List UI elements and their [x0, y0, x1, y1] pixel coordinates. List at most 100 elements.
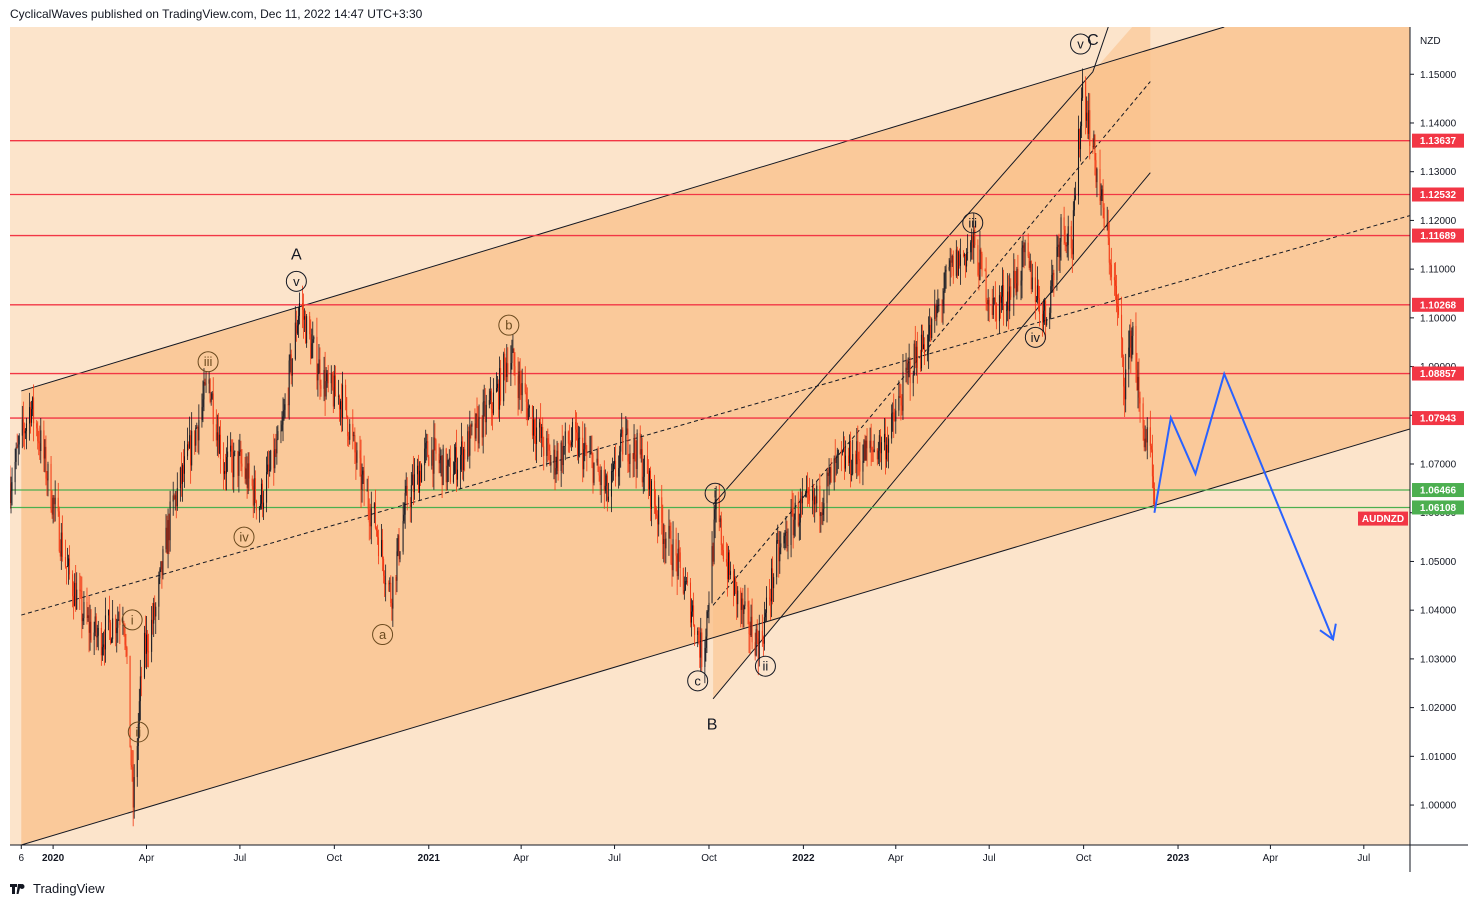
- candle-body: [1081, 97, 1083, 127]
- candle-body: [232, 455, 234, 478]
- candle-body: [176, 488, 178, 507]
- candle-body: [360, 458, 362, 491]
- candle: [425, 429, 427, 464]
- candle-body: [701, 632, 703, 667]
- candle-body: [991, 305, 993, 315]
- candle-body: [125, 644, 127, 648]
- candle: [413, 458, 415, 500]
- candle: [59, 539, 61, 562]
- candle: [691, 598, 693, 637]
- candle-body: [1123, 356, 1125, 387]
- candle-body: [1043, 310, 1045, 323]
- candle: [525, 384, 527, 421]
- candle: [481, 415, 483, 446]
- candle: [526, 387, 528, 426]
- candle: [955, 240, 957, 278]
- candle-body: [627, 428, 629, 462]
- candle: [355, 441, 357, 480]
- candle-body: [570, 442, 572, 446]
- candle: [670, 522, 672, 565]
- candle-body: [1079, 129, 1081, 150]
- candle-body: [915, 346, 917, 363]
- candle-body: [814, 496, 816, 505]
- price-tick-label: 1.10000: [1420, 313, 1457, 324]
- candle-body: [657, 515, 659, 525]
- candle: [60, 523, 62, 570]
- candle: [809, 477, 811, 508]
- candle: [779, 531, 781, 574]
- candle: [447, 459, 449, 482]
- candle: [665, 532, 667, 564]
- candle: [570, 427, 572, 452]
- candle: [310, 319, 312, 365]
- candle-body: [715, 499, 717, 510]
- candle: [812, 479, 814, 515]
- candle-body: [475, 413, 477, 439]
- candle: [1017, 254, 1019, 292]
- candle: [255, 499, 257, 520]
- candle: [460, 446, 462, 489]
- candle: [905, 352, 907, 383]
- candle-body: [930, 324, 932, 338]
- candle-body: [556, 450, 558, 469]
- level-tag-bg: [1412, 297, 1464, 312]
- candle-body: [11, 482, 13, 491]
- candle-body: [713, 519, 715, 562]
- level-price-tag: 1.06466: [1412, 483, 1464, 498]
- candle-body: [24, 431, 26, 434]
- candle-body: [764, 612, 766, 618]
- candle-body: [1017, 268, 1019, 286]
- candle-body: [1031, 277, 1033, 290]
- candle-body: [864, 440, 866, 461]
- candle: [180, 452, 182, 497]
- candle-body: [1092, 145, 1094, 148]
- candle: [130, 745, 132, 770]
- candle-body: [747, 601, 749, 607]
- candle-body: [783, 535, 785, 544]
- candle-body: [316, 336, 318, 381]
- candle: [153, 597, 155, 638]
- candle: [528, 404, 530, 418]
- candle-body: [786, 531, 788, 546]
- candle: [654, 474, 656, 514]
- candle-body: [395, 577, 397, 581]
- candle: [793, 513, 795, 539]
- candle-body: [14, 461, 16, 483]
- candle: [799, 488, 801, 540]
- candle-body: [891, 413, 893, 439]
- candle-body: [159, 569, 161, 579]
- candle-body: [391, 603, 393, 609]
- candle-body: [144, 632, 146, 654]
- candle: [844, 440, 846, 472]
- candle-body: [1028, 256, 1030, 268]
- candle-body: [984, 270, 986, 272]
- level-tag-text: 1.08857: [1420, 369, 1457, 380]
- symbol-tag-bg: [1358, 511, 1408, 526]
- candle: [991, 288, 993, 319]
- candle: [318, 344, 320, 374]
- candle: [1035, 295, 1037, 303]
- candle-body: [428, 456, 430, 466]
- wave-label-circle: [372, 624, 394, 646]
- candle: [1082, 68, 1084, 101]
- candle: [241, 448, 243, 477]
- candle: [816, 480, 818, 513]
- candle: [165, 514, 167, 553]
- tradingview-footer[interactable]: TradingView: [10, 881, 105, 896]
- candle: [319, 347, 321, 400]
- candle-body: [304, 316, 306, 320]
- candle: [366, 478, 368, 492]
- candle: [1045, 299, 1047, 340]
- candle: [1086, 96, 1088, 128]
- candle: [885, 417, 887, 475]
- candle-body: [641, 449, 643, 483]
- candle: [986, 297, 988, 312]
- candle-body: [354, 435, 356, 453]
- candle-body: [610, 471, 612, 497]
- candle-body: [296, 325, 298, 334]
- candle-body: [58, 511, 60, 552]
- candle: [375, 526, 377, 537]
- candle: [894, 408, 896, 422]
